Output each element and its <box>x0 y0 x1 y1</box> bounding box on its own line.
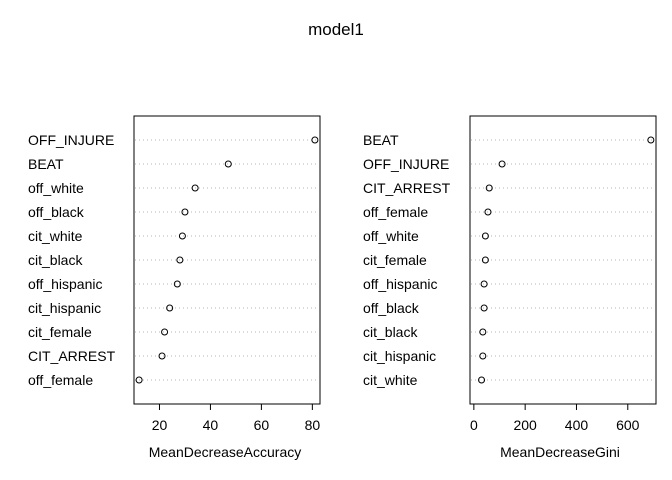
data-point <box>166 304 174 312</box>
category-label: OFF_INJURE <box>363 156 449 172</box>
data-point <box>158 352 166 360</box>
x-axis-title: MeanDecreaseGini <box>500 444 620 460</box>
tick-label: 0 <box>470 417 478 433</box>
category-label: cit_white <box>363 372 418 388</box>
data-point <box>485 184 493 192</box>
category-label: cit_female <box>363 252 427 268</box>
category-label: off_female <box>28 372 93 388</box>
data-point <box>478 376 486 384</box>
category-label: cit_hispanic <box>363 348 436 364</box>
chart-title: model1 <box>308 20 364 39</box>
category-label: cit_white <box>28 228 83 244</box>
category-label: off_female <box>363 204 428 220</box>
plot-frame <box>133 115 321 405</box>
grid-lines <box>471 139 655 381</box>
category-label: cit_hispanic <box>28 300 101 316</box>
tick-label: 80 <box>305 417 321 433</box>
panel-mean-decrease-accuracy: OFF_INJURE BEAT off_white off_black cit_whit… <box>28 115 321 460</box>
data-point <box>135 376 143 384</box>
data-point <box>480 280 488 288</box>
category-label: CIT_ARREST <box>363 180 451 196</box>
data-point <box>481 256 489 264</box>
data-point <box>311 136 319 144</box>
x-axis: 20 40 60 80 <box>152 404 321 433</box>
tick-label: 40 <box>203 417 219 433</box>
x-axis: 0 200 400 600 <box>470 404 640 433</box>
data-point <box>498 160 506 168</box>
points <box>135 136 319 384</box>
category-label: cit_female <box>28 324 92 340</box>
category-labels: OFF_INJURE BEAT off_white off_black cit_whit… <box>28 132 116 388</box>
data-point <box>479 328 487 336</box>
category-label: CIT_ARREST <box>28 348 116 364</box>
points <box>478 136 655 384</box>
category-labels: BEAT OFF_INJURE CIT_ARREST off_female off_wh… <box>363 132 451 388</box>
data-point <box>647 136 655 144</box>
tick-label: 400 <box>565 417 589 433</box>
category-label: off_white <box>363 228 419 244</box>
data-point <box>173 280 181 288</box>
data-point <box>161 328 169 336</box>
panel-mean-decrease-gini: BEAT OFF_INJURE CIT_ARREST off_female off_wh… <box>363 115 657 460</box>
category-label: BEAT <box>28 156 64 172</box>
plot-frame <box>469 115 657 405</box>
tick-label: 200 <box>513 417 537 433</box>
category-label: cit_black <box>28 252 83 268</box>
category-label: BEAT <box>363 132 399 148</box>
data-point <box>479 352 487 360</box>
tick-label: 600 <box>616 417 640 433</box>
data-point <box>176 256 184 264</box>
category-label: off_hispanic <box>28 276 102 292</box>
data-point <box>191 184 199 192</box>
category-label: off_white <box>28 180 84 196</box>
tick-label: 60 <box>254 417 270 433</box>
data-point <box>181 208 189 216</box>
tick-label: 20 <box>152 417 168 433</box>
data-point <box>484 208 492 216</box>
data-point <box>480 304 488 312</box>
data-point <box>224 160 232 168</box>
category-label: OFF_INJURE <box>28 132 114 148</box>
category-label: off_black <box>28 204 85 220</box>
data-point <box>178 232 186 240</box>
category-label: off_black <box>363 300 420 316</box>
category-label: cit_black <box>363 324 418 340</box>
x-axis-title: MeanDecreaseAccuracy <box>149 444 302 460</box>
category-label: off_hispanic <box>363 276 437 292</box>
data-point <box>481 232 489 240</box>
grid-lines <box>135 139 319 381</box>
